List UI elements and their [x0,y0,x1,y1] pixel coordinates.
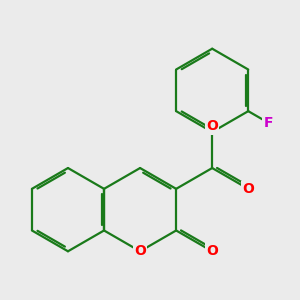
Text: O: O [206,119,218,134]
Text: O: O [206,244,218,258]
Text: F: F [263,116,273,130]
Text: O: O [134,244,146,258]
Text: O: O [242,182,254,196]
